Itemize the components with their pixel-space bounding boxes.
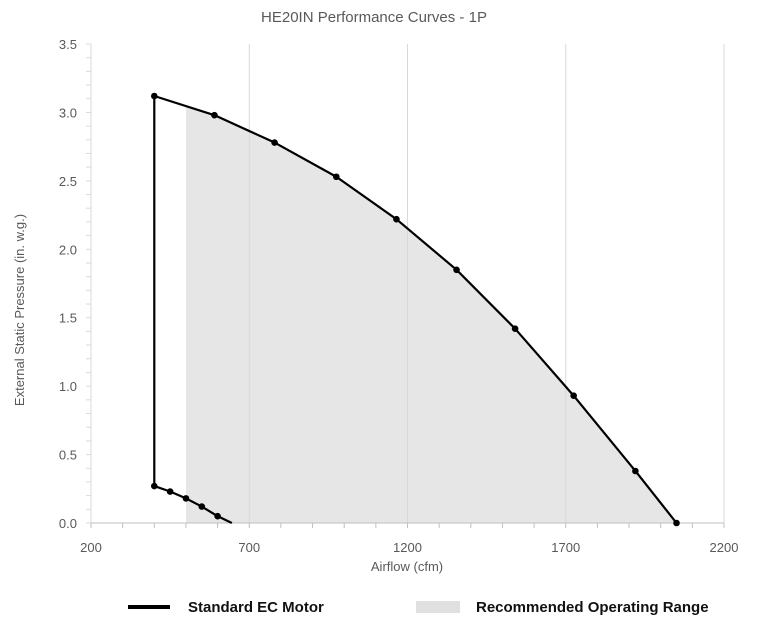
data-point: [182, 495, 190, 502]
data-point: [151, 92, 158, 100]
data-point: [570, 392, 577, 400]
data-point: [393, 215, 400, 223]
x-tick-label: 1700: [551, 540, 580, 555]
data-point: [632, 467, 639, 475]
legend-item: Recommended Operating Range: [416, 599, 709, 616]
data-point: [151, 482, 158, 490]
recommended-range-area: [185, 106, 677, 523]
y-tick-label: 3.0: [59, 105, 77, 120]
data-point: [271, 139, 278, 146]
data-point: [214, 512, 221, 520]
legend-swatch-area: [416, 601, 460, 613]
y-tick-label: 0.0: [59, 516, 77, 531]
y-tick-label: 3.5: [59, 37, 77, 52]
plot-area: 200 700 1200 1700 2200 0.0 0.5 1.0 1.5 2.0 2.5 3.0 3…: [59, 37, 739, 555]
y-axis-label: External Static Pressure (in. w.g.): [12, 214, 27, 406]
series-line: [153, 94, 678, 524]
data-point: [511, 325, 519, 332]
data-point: [166, 488, 174, 495]
legend: Standard EC Motor Recommended Operating R…: [128, 599, 709, 616]
legend-label: Recommended Operating Range: [476, 599, 709, 616]
data-point: [332, 173, 340, 181]
data-point: [673, 519, 680, 527]
y-tick-label: 1.0: [59, 379, 77, 394]
data-point: [211, 111, 218, 119]
x-tick-label: 1200: [393, 540, 422, 555]
y-tick-label: 2.5: [59, 174, 77, 189]
x-axis-label: Airflow (cfm): [371, 559, 443, 574]
legend-label: Standard EC Motor: [188, 599, 324, 616]
data-point: [453, 266, 460, 274]
y-tick-label: 1.5: [59, 311, 77, 326]
x-tick-label: 200: [80, 540, 102, 555]
chart-title: HE20IN Performance Curves - 1P: [261, 9, 487, 26]
y-tick-label: 2.0: [59, 242, 77, 257]
data-point: [198, 503, 206, 510]
x-tick-label: 2200: [710, 540, 739, 555]
legend-item: Standard EC Motor: [128, 599, 324, 616]
x-tick-label: 700: [238, 540, 260, 555]
y-tick-label: 0.5: [59, 448, 77, 463]
